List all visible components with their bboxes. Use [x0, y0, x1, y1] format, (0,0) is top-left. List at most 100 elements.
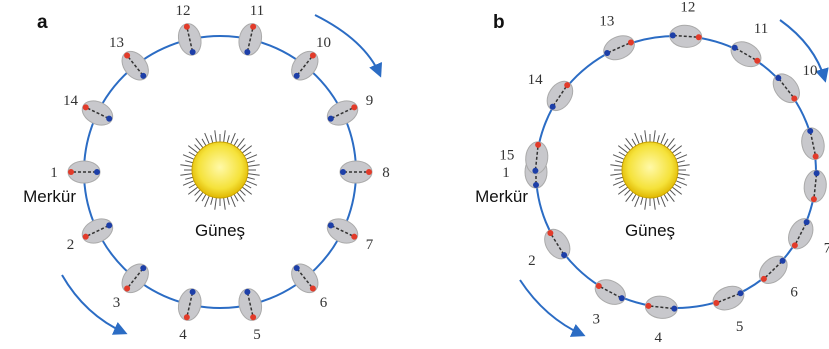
- position-number: 15: [499, 148, 514, 164]
- sun-ray: [245, 180, 257, 185]
- planet: [709, 282, 747, 314]
- sun-ray: [180, 165, 193, 167]
- planet-label: Merkür: [23, 187, 76, 206]
- position-number: 11: [250, 3, 264, 19]
- orbit-arrow: [520, 280, 583, 335]
- sun-ray: [635, 195, 640, 207]
- sun-ray: [205, 133, 210, 145]
- planet: [539, 225, 575, 264]
- position-number: 3: [592, 312, 600, 328]
- planet: [78, 214, 116, 248]
- position-number: 7: [824, 240, 829, 256]
- position-number: 1: [502, 165, 510, 181]
- sun-ray: [610, 165, 623, 167]
- position-number: 6: [320, 295, 328, 311]
- sun-ray: [245, 155, 257, 160]
- position-number: 12: [176, 3, 191, 19]
- sun-label: Güneş: [195, 221, 245, 240]
- position-number: 13: [109, 35, 124, 51]
- planet: [591, 275, 630, 309]
- planet: [803, 169, 828, 203]
- position-number: 14: [63, 93, 79, 109]
- sun-ray: [215, 197, 217, 210]
- position-number: 5: [736, 319, 744, 335]
- position-number: 10: [316, 35, 331, 51]
- planet: [175, 21, 204, 57]
- planet: [175, 287, 204, 323]
- pole: [94, 169, 100, 175]
- pole: [533, 182, 539, 188]
- sun-ray: [205, 195, 210, 207]
- sun-ray: [230, 133, 235, 145]
- sun: [622, 142, 678, 198]
- planet-label: Merkür: [475, 187, 528, 206]
- content: aGüneş1234567891011121314MerkürbGüneş123…: [23, 0, 829, 346]
- position-number: 14: [528, 72, 544, 88]
- sun: [192, 142, 248, 198]
- pole: [366, 169, 372, 175]
- sun-ray: [215, 130, 217, 143]
- planet: [644, 295, 678, 320]
- sun-ray: [610, 174, 623, 176]
- sun-ray: [247, 165, 260, 167]
- planet: [286, 46, 323, 85]
- planet: [600, 31, 638, 64]
- position-number: 5: [253, 327, 261, 343]
- planet: [286, 259, 323, 298]
- position-number: 12: [680, 0, 695, 15]
- planet: [78, 96, 116, 130]
- sun-ray: [675, 180, 687, 185]
- position-number: 9: [366, 93, 374, 109]
- planet: [117, 259, 154, 298]
- planet: [323, 214, 361, 248]
- planet: [323, 96, 361, 130]
- sun-ray: [654, 197, 656, 210]
- planet: [799, 126, 827, 162]
- sun-ray: [247, 174, 260, 176]
- sun-ray: [224, 130, 226, 143]
- sun-ray: [660, 133, 665, 145]
- sun-ray: [645, 197, 647, 210]
- sun-ray: [230, 195, 235, 207]
- position-number: 2: [528, 253, 536, 269]
- planet: [117, 46, 154, 85]
- position-number: 1: [50, 165, 58, 181]
- sun-ray: [654, 130, 656, 143]
- position-number: 10: [802, 63, 817, 79]
- sun-ray: [660, 195, 665, 207]
- sun-ray: [183, 180, 195, 185]
- sun-ray: [677, 165, 690, 167]
- planet: [542, 77, 578, 116]
- panel-label: a: [37, 12, 48, 33]
- planet: [669, 24, 702, 48]
- position-number: 8: [382, 165, 390, 181]
- planet: [236, 21, 265, 57]
- sun-ray: [180, 174, 193, 176]
- position-number: 4: [179, 327, 187, 343]
- sun-ray: [635, 133, 640, 145]
- position-number: 7: [366, 237, 374, 253]
- sun-ray: [613, 155, 625, 160]
- planet: [340, 161, 372, 183]
- panel-label: b: [493, 12, 505, 33]
- sun-ray: [677, 174, 690, 176]
- position-number: 2: [67, 237, 75, 253]
- planet: [68, 161, 100, 183]
- planet: [236, 287, 265, 323]
- diagram: aGüneş1234567891011121314MerkürbGüneş123…: [0, 0, 829, 349]
- sun-ray: [675, 155, 687, 160]
- sun-ray: [645, 130, 647, 143]
- sun-ray: [224, 197, 226, 210]
- pole: [68, 169, 74, 175]
- sun-ray: [613, 180, 625, 185]
- sun-label: Güneş: [625, 221, 675, 240]
- sun-ray: [183, 155, 195, 160]
- planet: [727, 37, 766, 72]
- pole: [340, 169, 346, 175]
- planet: [784, 214, 818, 253]
- position-number: 11: [754, 21, 768, 37]
- position-number: 3: [113, 295, 121, 311]
- position-number: 6: [790, 284, 798, 300]
- position-number: 13: [599, 13, 614, 29]
- position-number: 4: [654, 330, 662, 346]
